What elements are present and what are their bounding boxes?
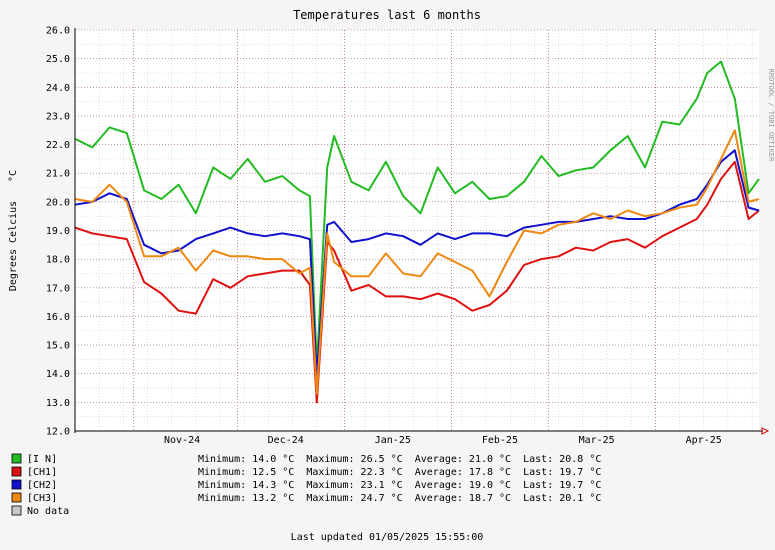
- legend-label-0: [I N]: [27, 454, 57, 465]
- footer-last-updated: Last updated 01/05/2025 15:55:00: [291, 532, 484, 543]
- x-axis-ticks: Nov-24 Dec-24 Jan-25 Feb-25 Mar-25 Apr-25: [164, 435, 722, 446]
- y-tick-label: 14.0: [46, 369, 70, 380]
- legend-swatch-4: [11, 505, 22, 516]
- legend-label-1: [CH1]: [27, 467, 57, 478]
- legend-swatch-2: [11, 479, 22, 490]
- y-tick-label: 23.0: [46, 111, 70, 122]
- series-line-0: [74, 60, 760, 369]
- x-tick-label: Nov-24: [164, 435, 200, 446]
- legend-stats-1: Minimum: 12.5 °C Maximum: 22.3 °C Averag…: [198, 467, 601, 478]
- y-tick-label: 20.0: [46, 197, 70, 208]
- legend-swatch-3: [11, 492, 22, 503]
- x-tick-label: Dec-24: [268, 435, 304, 446]
- axes: [74, 28, 770, 435]
- x-tick-label: Apr-25: [686, 435, 722, 446]
- x-tick-label: Jan-25: [375, 435, 411, 446]
- legend-label-4: No data: [27, 506, 69, 517]
- y-tick-label: 26.0: [46, 26, 70, 37]
- y-tick-label: 15.0: [46, 341, 70, 352]
- y-tick-label: 13.0: [46, 398, 70, 409]
- series-line-1: [74, 160, 760, 404]
- y-axis-ticks: 12.0 13.0 14.0 15.0 16.0 17.0 18.0 19.0 20.0 21.0…: [46, 26, 70, 438]
- y-tick-label: 25.0: [46, 54, 70, 65]
- x-axis-arrow: [761, 427, 770, 435]
- legend-label-3: [CH3]: [27, 493, 57, 504]
- y-tick-label: 18.0: [46, 255, 70, 266]
- legend-swatch-1: [11, 466, 22, 477]
- y-axis-label: Degrees Celcius: [8, 201, 19, 291]
- x-tick-label: Mar-25: [579, 435, 615, 446]
- legend-stats-3: Minimum: 13.2 °C Maximum: 24.7 °C Averag…: [198, 493, 601, 504]
- y-tick-label: 22.0: [46, 140, 70, 151]
- legend-label-2: [CH2]: [27, 480, 57, 491]
- legend: [I N] Minimum: 14.0 °C Maximum: 26.5 °C A…: [11, 453, 601, 517]
- legend-swatch-0: [11, 453, 22, 464]
- series-lines: [74, 60, 760, 404]
- x-tick-label: Feb-25: [482, 435, 518, 446]
- y-axis-unit: °C: [8, 170, 19, 182]
- y-tick-label: 12.0: [46, 427, 70, 438]
- grid: [75, 29, 759, 431]
- y-tick-label: 17.0: [46, 283, 70, 294]
- y-tick-label: 24.0: [46, 83, 70, 94]
- legend-stats-2: Minimum: 14.3 °C Maximum: 23.1 °C Averag…: [198, 480, 601, 491]
- y-tick-label: 21.0: [46, 169, 70, 180]
- legend-stats-0: Minimum: 14.0 °C Maximum: 26.5 °C Averag…: [198, 454, 601, 465]
- series-line-3: [74, 129, 760, 395]
- y-tick-label: 16.0: [46, 312, 70, 323]
- y-tick-label: 19.0: [46, 226, 70, 237]
- watermark: RRDTOOL / TOBI OETIKER: [767, 69, 775, 163]
- chart-title: Temperatures last 6 months: [293, 8, 481, 22]
